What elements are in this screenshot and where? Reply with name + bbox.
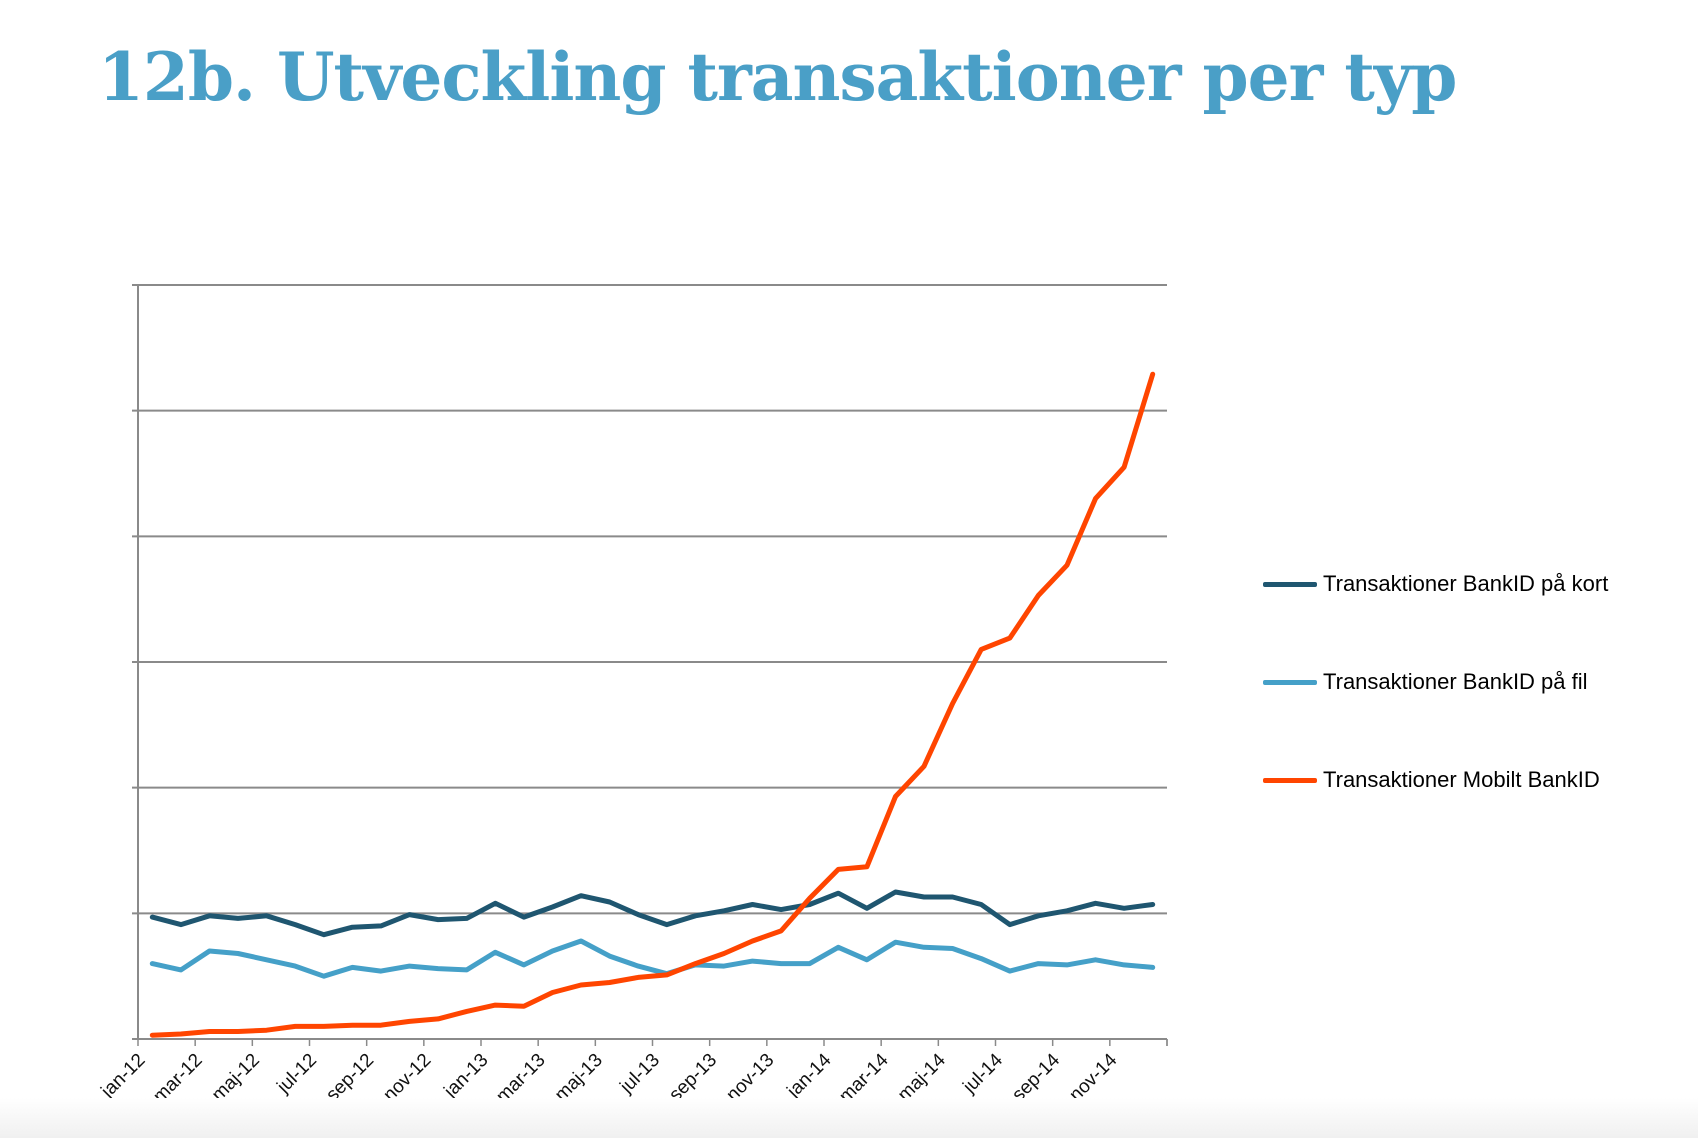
legend-label: Transaktioner BankID på fil xyxy=(1323,669,1588,694)
legend-swatch-kort xyxy=(1263,581,1317,587)
series-line-0 xyxy=(149,889,1156,938)
legend-label: Transaktioner Mobilt BankID xyxy=(1323,767,1600,792)
x-tick-label: jan-12 xyxy=(97,1050,150,1103)
series-line-2 xyxy=(149,371,1156,1038)
series-line-1 xyxy=(149,938,1156,979)
legend-item-kort: Transaktioner BankID på kort xyxy=(1263,569,1608,599)
legend-label: Transaktioner BankID på kort xyxy=(1323,571,1609,596)
bottom-shade xyxy=(0,1098,1698,1138)
x-tick-label: jan-14 xyxy=(783,1049,836,1102)
x-tick-label: jul-14 xyxy=(959,1049,1008,1098)
chart-title: 12b. Utveckling transaktioner per typ xyxy=(98,38,1457,116)
x-tick-label: jul-12 xyxy=(273,1050,321,1098)
legend-swatch-fil xyxy=(1263,679,1317,685)
x-tick-label: jul-13 xyxy=(616,1050,664,1098)
legend-swatch-mobilt xyxy=(1263,777,1317,783)
x-tick-label: jan-13 xyxy=(440,1050,493,1103)
legend-item-fil: Transaktioner BankID på fil xyxy=(1263,667,1588,697)
legend-item-mobilt: Transaktioner Mobilt BankID xyxy=(1263,765,1600,795)
